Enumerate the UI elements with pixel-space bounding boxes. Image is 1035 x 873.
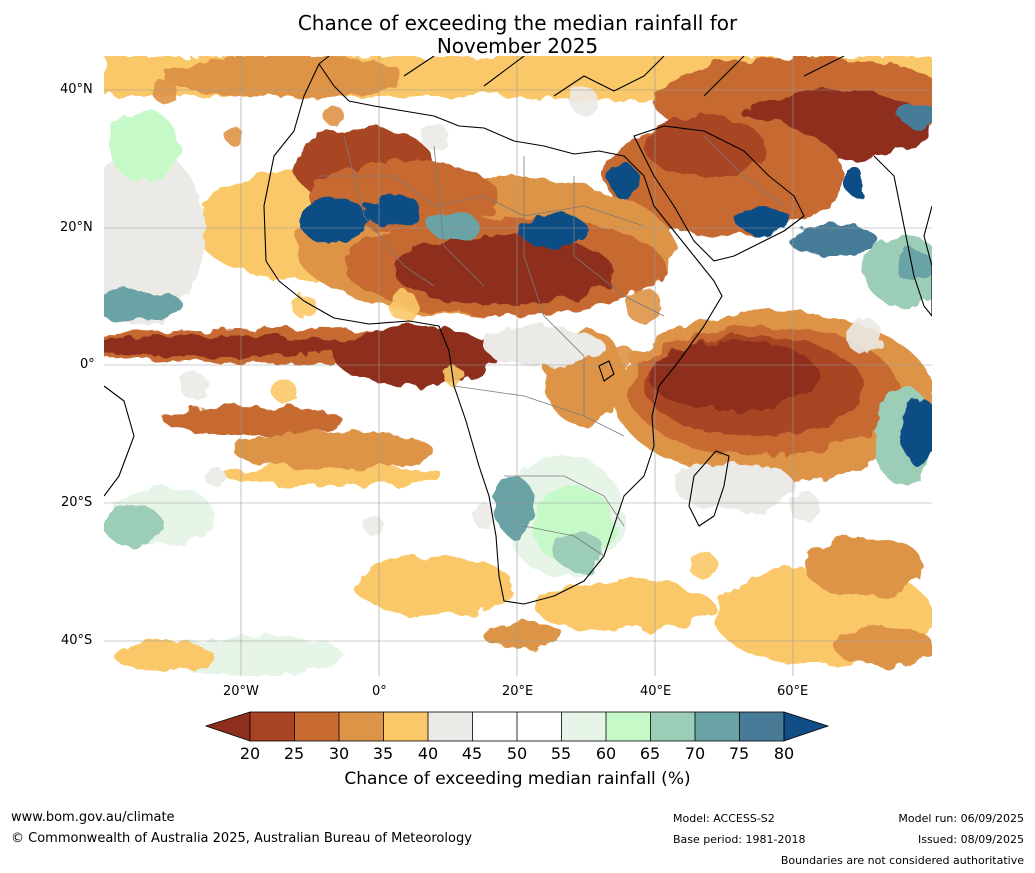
colorbar-bin-30-35 bbox=[339, 712, 384, 741]
colorbar-bin-75-80 bbox=[739, 712, 784, 741]
coastlines bbox=[104, 56, 932, 605]
lat-label-40n: 40°N bbox=[60, 82, 93, 97]
colorbar-bin-60-65 bbox=[606, 712, 651, 741]
colorbar-high-arrow bbox=[783, 711, 830, 742]
colorbar-bin-45-50 bbox=[472, 712, 517, 741]
colorbar-bin-25-30 bbox=[294, 712, 339, 741]
footer-issued: Issued: 08/09/2025 bbox=[917, 833, 1024, 846]
colorbar-tick: 60 bbox=[595, 744, 617, 763]
colorbar-bin-50-55 bbox=[517, 712, 562, 741]
footer-model-run: Model run: 06/09/2025 bbox=[898, 812, 1024, 825]
colorbar-bin-40-45 bbox=[428, 712, 473, 741]
colorbar-tick: 30 bbox=[328, 744, 350, 763]
colorbar-bin-55-60 bbox=[561, 712, 606, 741]
anomaly-shading bbox=[104, 56, 932, 676]
colorbar bbox=[204, 711, 830, 742]
colorbar-tick: 65 bbox=[639, 744, 661, 763]
footer-disclaimer: Boundaries are not considered authoritat… bbox=[780, 854, 1024, 867]
country-borders bbox=[319, 135, 785, 557]
lon-label-20e: 20°E bbox=[502, 684, 534, 699]
colorbar-bin-70-75 bbox=[695, 712, 740, 741]
colorbar-tick: 25 bbox=[283, 744, 305, 763]
lon-label-40e: 40°E bbox=[640, 684, 672, 699]
colorbar-tick: 75 bbox=[728, 744, 750, 763]
colorbar-tick: 50 bbox=[506, 744, 528, 763]
lat-label-20s: 20°S bbox=[61, 495, 93, 510]
footer-model: Model: ACCESS-S2 bbox=[673, 812, 775, 825]
lat-label-20n: 20°N bbox=[60, 220, 93, 235]
rainfall-map bbox=[104, 56, 932, 676]
footer-url: www.bom.gov.au/climate bbox=[11, 810, 175, 825]
colorbar-tick: 45 bbox=[461, 744, 483, 763]
lon-label-20w: 20°W bbox=[223, 684, 259, 699]
colorbar-bin-20-25 bbox=[250, 712, 295, 741]
lon-label-60e: 60°E bbox=[777, 684, 809, 699]
colorbar-low-arrow bbox=[204, 711, 251, 742]
colorbar-tick: 80 bbox=[773, 744, 795, 763]
map-title-line1: Chance of exceeding the median rainfall … bbox=[297, 11, 738, 35]
footer-base-period: Base period: 1981-2018 bbox=[673, 833, 806, 846]
colorbar-bin-65-70 bbox=[650, 712, 695, 741]
colorbar-tick: 20 bbox=[239, 744, 261, 763]
graticule bbox=[104, 56, 932, 676]
rainfall-map-svg bbox=[104, 56, 932, 676]
colorbar-title: Chance of exceeding median rainfall (%) bbox=[344, 769, 691, 789]
colorbar-tick: 70 bbox=[684, 744, 706, 763]
colorbar-tick: 55 bbox=[550, 744, 572, 763]
lat-label-40s: 40°S bbox=[61, 633, 93, 648]
colorbar-tick: 35 bbox=[372, 744, 394, 763]
map-title-line2: November 2025 bbox=[436, 34, 599, 58]
anomaly-detail bbox=[152, 79, 882, 580]
colorbar-tick: 40 bbox=[417, 744, 439, 763]
colorbar-bin-35-40 bbox=[383, 712, 428, 741]
footer-copyright: © Commonwealth of Australia 2025, Austra… bbox=[11, 831, 472, 846]
lon-label-0: 0° bbox=[372, 684, 387, 699]
lat-label-0: 0° bbox=[80, 357, 95, 372]
